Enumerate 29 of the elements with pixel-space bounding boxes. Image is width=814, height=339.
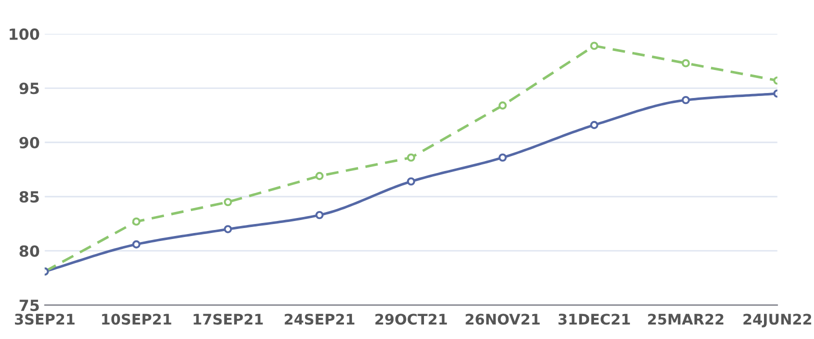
y-tick-label: 80: [20, 245, 40, 257]
point: [315, 210, 324, 220]
x-tick-label: 24SEP21: [284, 314, 354, 325]
y-tick-label: 100: [10, 28, 40, 40]
point: [682, 96, 690, 104]
x-tick-label: 29OCT21: [375, 314, 447, 325]
point: [132, 217, 140, 226]
point: [224, 198, 232, 206]
point: [406, 153, 416, 162]
x-tick-label: 3SEP21: [14, 314, 75, 325]
point: [498, 101, 507, 110]
y-tick-label: 75: [20, 300, 39, 312]
x-tick-label: 24JUN22: [743, 314, 812, 328]
point: [224, 225, 232, 234]
y-tick-label: 95: [19, 82, 39, 94]
point: [590, 42, 598, 50]
x-tick-label: 10SEP21: [102, 314, 172, 325]
y-tick-label: 85: [20, 191, 39, 203]
point: [682, 59, 690, 68]
x-tick-label: 31DEC21: [558, 314, 630, 325]
point: [406, 177, 416, 186]
y-tick-label: 90: [19, 136, 40, 148]
point: [315, 172, 324, 180]
x-tick-label: 26NOV21: [466, 314, 540, 325]
x-tick-label: 17SEP21: [194, 314, 263, 325]
point: [590, 120, 598, 130]
x-tick-label: 25MAR22: [648, 314, 724, 325]
point: [132, 240, 140, 248]
point: [498, 153, 507, 162]
